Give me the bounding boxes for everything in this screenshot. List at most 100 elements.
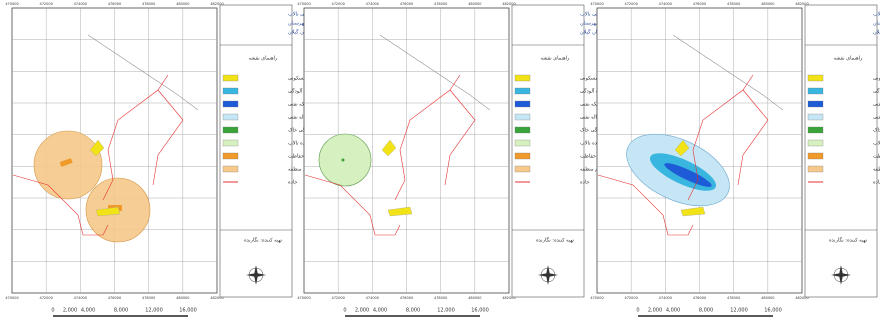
x-coordinate: 478000 [727,2,740,6]
x-coordinate: 472000 [39,2,52,6]
legend-swatch [808,114,823,120]
legend-title: راهنمای نقشه [834,56,864,62]
x-coordinate: 474000 [366,296,379,300]
x-coordinate: 476000 [400,2,413,6]
legend-swatch [515,88,530,94]
legend-swatch [808,166,823,172]
legend-title: راهنمای نقشه [249,56,279,62]
legend-label: جاده [580,180,589,186]
x-coordinate: 478000 [434,296,447,300]
legend-swatch [223,101,238,107]
legend-box [512,5,584,297]
scale-label: 8,000 [406,308,420,314]
map-panel: 4700004700004720004720004740004740004760… [5,2,339,316]
legend-swatch [808,127,823,133]
legend-swatch [223,127,238,133]
legend-swatch [515,166,530,172]
scale-label: 0 [51,308,54,314]
x-coordinate: 472000 [624,296,637,300]
legend-swatch [223,75,238,81]
scale-label: 4,000 [666,308,680,314]
map-title: در محدوده شهرستان [873,21,880,27]
scale-label: 2,000 [648,308,662,314]
legend-swatch [808,153,823,159]
x-coordinate: 470000 [590,296,603,300]
x-coordinate: 470000 [297,296,310,300]
legend-label: محدوده تالاب [873,141,880,147]
legend-swatch [223,114,238,120]
credit: تهیه کننده: نگارنده [536,237,575,244]
scale-label: 16,000 [764,308,782,314]
scale-label: 16,000 [179,308,197,314]
legend-swatch [515,75,530,81]
x-coordinate: 472000 [331,2,344,6]
x-coordinate: 480000 [176,2,189,6]
scale-label: 2,000 [63,308,77,314]
buffer-zone [34,131,102,199]
x-coordinate: 470000 [297,2,310,6]
x-coordinate: 480000 [176,296,189,300]
credit: تهیه کننده: نگارنده [244,237,283,244]
credit: تهیه کننده: نگارنده [829,237,868,244]
legend-swatch [808,140,823,146]
x-coordinate: 470000 [5,296,18,300]
x-coordinate: 476000 [108,2,121,6]
scale-label: 16,000 [471,308,489,314]
legend-label: بافت مسکونی [873,76,880,82]
scale-label: 8,000 [114,308,128,314]
map-panel: 470000 470000 472000 472000 474000 474000 4760… [297,2,631,316]
map-title: مستان شهر استان گیلان [873,29,880,36]
x-coordinate: 480000 [468,296,481,300]
legend-label: حریم منطقه [873,167,880,173]
scale-label: 12,000 [145,308,163,314]
legend-label: هاله نفتی [873,115,880,121]
legend-label: محدوده آلودگی [873,88,880,95]
map-title: نقشه حریم آلودگی تالاب [873,11,880,18]
scale-label: 0 [343,308,346,314]
x-coordinate: 476000 [693,296,706,300]
legend-label: جاده [288,180,297,186]
x-coordinate: 472000 [331,296,344,300]
legend-label: لکه نفتی [873,102,880,108]
legend-swatch [223,153,238,159]
x-coordinate: 474000 [74,296,87,300]
legend-label: جاده [873,180,880,186]
legend-swatch [223,140,238,146]
legend-swatch [515,114,530,120]
x-coordinate: 478000 [142,2,155,6]
scale-label: 2,000 [355,308,369,314]
x-coordinate: 474000 [659,2,672,6]
legend-swatch [808,88,823,94]
map-figure: 470000 470000 472000 472000 474000 474000 4760… [0,0,880,322]
scale-label: 12,000 [437,308,455,314]
x-coordinate: 478000 [727,296,740,300]
legend-box [220,5,292,297]
legend-swatch [808,75,823,81]
x-coordinate: 472000 [624,2,637,6]
x-coordinate: 470000 [5,2,18,6]
wetland-core [342,159,345,162]
x-coordinate: 478000 [434,2,447,6]
legend-swatch [223,88,238,94]
legend-box [805,5,877,297]
legend-swatch [515,101,530,107]
x-coordinate: 474000 [659,296,672,300]
scale-label: 12,000 [730,308,748,314]
legend-title: راهنمای نقشه [541,56,571,62]
legend-swatch [515,127,530,133]
x-coordinate: 480000 [468,2,481,6]
scale-label: 8,000 [699,308,713,314]
scale-label: 4,000 [81,308,95,314]
x-coordinate: 474000 [366,2,379,6]
x-coordinate: 476000 [693,2,706,6]
x-coordinate: 470000 [590,2,603,6]
legend-label: لکه نفتی [580,102,599,108]
x-coordinate: 480000 [761,2,774,6]
legend-swatch [515,153,530,159]
legend-swatch [223,166,238,172]
wetland-zone [319,134,371,186]
legend-swatch [515,140,530,146]
legend-label: منطقه حفاظت [873,154,880,160]
x-coordinate: 476000 [108,296,121,300]
map-panel: 470000 470000 472000 472000 474000 474000 4760… [590,2,880,316]
